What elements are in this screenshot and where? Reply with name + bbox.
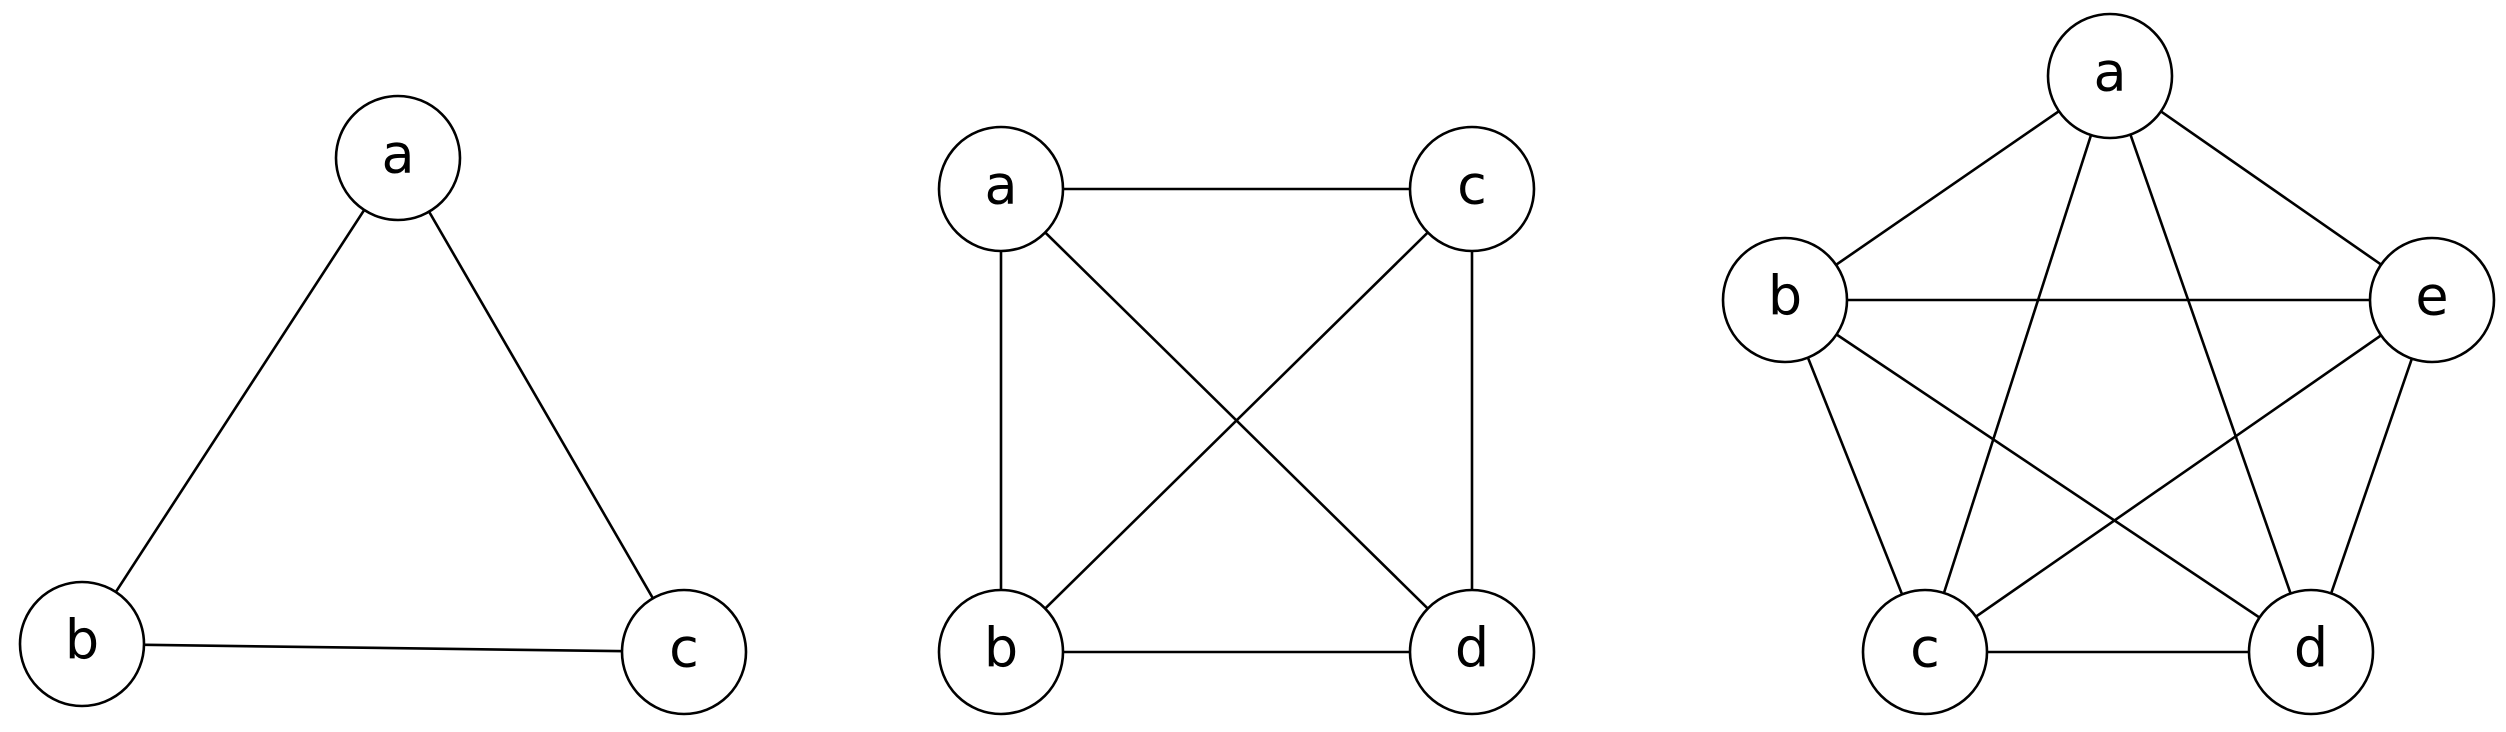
node-c: c	[620, 588, 748, 716]
node-b: b	[937, 588, 1065, 716]
edge-a-e	[2109, 74, 2433, 302]
node-a: a	[2046, 12, 2174, 140]
node-circle	[1408, 125, 1536, 253]
edge-a-c	[396, 157, 686, 653]
node-circle	[18, 580, 146, 708]
node-label: c	[1910, 617, 1940, 680]
node-circle	[2247, 588, 2375, 716]
node-circle	[334, 94, 462, 222]
node-circle	[1721, 236, 1849, 364]
edge-b-d	[1784, 298, 2312, 654]
node-label: e	[2415, 265, 2448, 328]
node-label: c	[1457, 154, 1487, 217]
node-circle	[620, 588, 748, 716]
node-label: a	[984, 154, 1017, 217]
node-a: a	[937, 125, 1065, 253]
complete-graph-4: a c b d	[937, 125, 1536, 716]
node-d: d	[2247, 588, 2375, 716]
node-a: a	[334, 94, 462, 222]
node-label: b	[65, 609, 99, 672]
node-c: c	[1861, 588, 1989, 716]
node-label: d	[1455, 617, 1489, 680]
node-circle	[1408, 588, 1536, 716]
node-circle	[2046, 12, 2174, 140]
node-b: b	[1721, 236, 1849, 364]
edge-c-b	[1000, 188, 1473, 653]
node-label: b	[984, 617, 1018, 680]
node-label: d	[2294, 617, 2328, 680]
edge-a-c	[1923, 75, 2112, 653]
edge-a-b	[80, 157, 400, 645]
node-circle	[937, 125, 1065, 253]
node-circle	[2368, 236, 2496, 364]
edge-a-d	[2108, 75, 2313, 653]
edge-e-c	[1924, 298, 2433, 654]
complete-graph-3: a b c	[18, 94, 748, 716]
node-e: e	[2368, 236, 2496, 364]
node-label: a	[2093, 41, 2126, 104]
node-label: c	[669, 617, 699, 680]
complete-graph-5: a b e c d	[1721, 12, 2496, 716]
node-circle	[1861, 588, 1989, 716]
edge-b-c	[81, 642, 685, 654]
node-c: c	[1408, 125, 1536, 253]
node-d: d	[1408, 588, 1536, 716]
node-label: a	[381, 123, 414, 186]
edge-a-b	[1784, 74, 2111, 302]
node-label: b	[1768, 265, 1802, 328]
node-circle	[937, 588, 1065, 716]
node-b: b	[18, 580, 146, 708]
